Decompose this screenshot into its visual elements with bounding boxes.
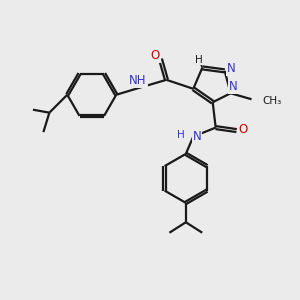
Text: O: O bbox=[238, 123, 247, 136]
Text: N: N bbox=[227, 62, 236, 75]
Text: O: O bbox=[151, 49, 160, 62]
Text: H: H bbox=[177, 130, 185, 140]
Text: CH₃: CH₃ bbox=[262, 96, 281, 106]
Text: N: N bbox=[193, 130, 201, 143]
Text: NH: NH bbox=[129, 74, 147, 87]
Text: H: H bbox=[195, 55, 203, 64]
Text: N: N bbox=[229, 80, 237, 93]
